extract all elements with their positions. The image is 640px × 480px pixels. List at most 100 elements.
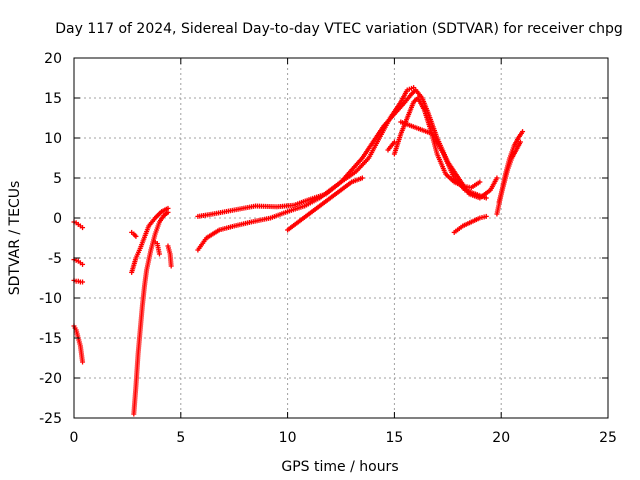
y-tick-label: 20	[44, 51, 62, 67]
data-point	[483, 195, 489, 201]
y-tick-label: -20	[39, 371, 62, 387]
y-tick-label: 10	[44, 131, 62, 147]
data-trace	[422, 109, 433, 131]
series-seg-h	[152, 239, 162, 257]
data-trace	[377, 117, 392, 139]
data-trace	[250, 215, 272, 225]
data-trace	[392, 133, 403, 155]
y-tick-label: 15	[44, 91, 62, 107]
data-point	[156, 251, 162, 257]
data-trace	[441, 153, 456, 179]
y-tick-label: 0	[53, 211, 62, 227]
data-trace	[134, 247, 142, 259]
data-point	[133, 233, 139, 239]
data-point	[80, 225, 86, 231]
data-trace	[405, 101, 416, 119]
plot-frame	[73, 57, 609, 419]
data-trace	[140, 285, 147, 307]
data-trace	[340, 180, 353, 192]
data-trace	[144, 249, 153, 271]
data-trace	[514, 141, 523, 151]
series-seg-i	[165, 243, 174, 269]
data-point	[168, 263, 174, 269]
data-trace	[197, 211, 214, 219]
data-point	[494, 175, 500, 181]
series-seg-r	[496, 139, 523, 205]
data-trace	[428, 129, 440, 155]
data-trace	[137, 305, 145, 331]
data-trace	[233, 203, 257, 213]
x-tick-label: 25	[599, 430, 617, 446]
data-trace	[505, 157, 514, 171]
data-trace	[308, 192, 327, 202]
data-point	[411, 85, 417, 91]
data-trace	[76, 337, 83, 347]
x-axis-title: GPS time / hours	[281, 459, 398, 475]
data-trace	[367, 137, 381, 159]
data-trace	[470, 180, 481, 189]
data-trace	[399, 117, 410, 135]
series-seg-f	[129, 205, 171, 275]
data-trace	[74, 329, 81, 339]
data-trace	[133, 353, 141, 387]
series-seg-k	[195, 85, 417, 219]
data-trace	[325, 180, 343, 196]
data-trace	[255, 203, 278, 210]
data-point	[477, 179, 483, 185]
series-seg-o	[385, 139, 397, 153]
series-seg-j	[195, 87, 500, 253]
data-trace	[410, 124, 423, 132]
series-seg-n	[285, 175, 365, 233]
data-trace	[153, 221, 162, 235]
data-trace	[167, 253, 174, 267]
data-trace	[388, 101, 403, 119]
x-tick-label: 0	[70, 430, 79, 446]
data-trace	[205, 228, 221, 240]
series-seg-l	[398, 119, 489, 201]
x-tick-label: 10	[279, 430, 297, 446]
data-trace	[212, 207, 235, 217]
data-trace	[461, 220, 473, 228]
data-trace	[497, 185, 506, 203]
data-trace	[233, 219, 252, 229]
axis-ticks: 0 5 10 15 20 25 -25 -20 -15 -10 -5 0 5 10 15 20	[39, 51, 617, 446]
data-trace	[155, 243, 162, 255]
data-trace	[286, 204, 306, 214]
data-trace	[147, 217, 157, 227]
data-trace	[453, 224, 464, 234]
y-tick-label: 5	[53, 171, 62, 187]
data-point	[80, 359, 86, 365]
data-point	[80, 279, 86, 285]
data-point	[517, 139, 523, 145]
x-tick-label: 15	[385, 430, 403, 446]
y-axis-title: SDTVAR / TECUs	[7, 181, 23, 296]
data-point	[391, 139, 397, 145]
x-tick-label: 5	[176, 430, 185, 446]
data-point	[165, 209, 171, 215]
y-tick-label: -5	[48, 251, 62, 267]
y-tick-label: -15	[39, 331, 62, 347]
data-points	[71, 85, 526, 417]
data-point	[483, 213, 489, 219]
data-trace	[488, 177, 499, 191]
data-point	[359, 175, 365, 181]
series-seg-g	[131, 209, 171, 417]
data-trace	[286, 220, 300, 232]
data-trace	[166, 245, 173, 255]
data-trace	[350, 176, 364, 184]
data-trace	[129, 257, 138, 274]
data-trace	[453, 180, 464, 188]
data-trace	[135, 329, 143, 355]
chart-title: Day 117 of 2024, Sidereal Day-to-day VTE…	[55, 21, 623, 37]
series-seg-e	[129, 229, 139, 239]
data-trace	[340, 170, 357, 184]
data-trace	[329, 188, 342, 200]
data-trace	[142, 269, 149, 287]
data-trace	[416, 97, 426, 111]
data-trace	[269, 209, 289, 220]
y-tick-label: -10	[39, 291, 62, 307]
data-trace	[218, 224, 235, 232]
series-seg-p	[451, 213, 489, 235]
x-tick-label: 20	[492, 430, 510, 446]
